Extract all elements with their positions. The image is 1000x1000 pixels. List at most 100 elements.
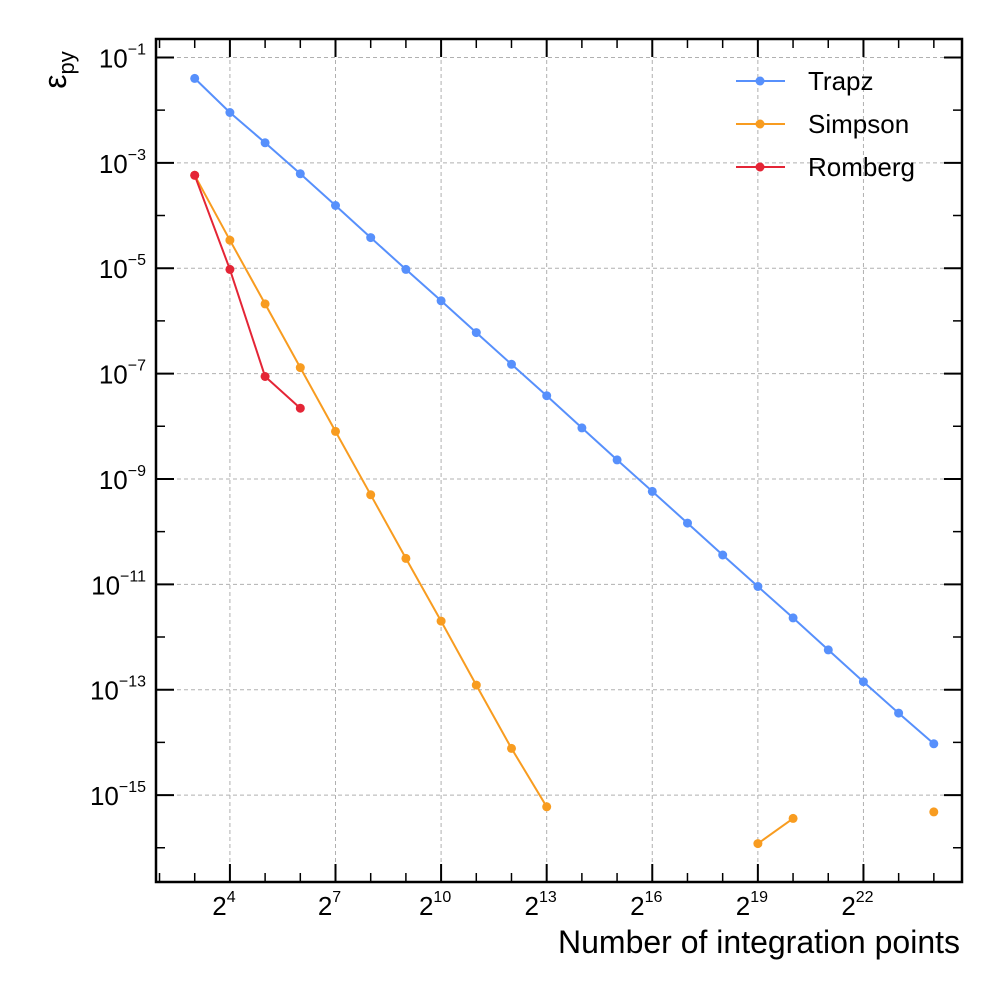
data-point (260, 299, 270, 309)
y-axis-title-main: ε (37, 74, 73, 88)
data-point (929, 807, 939, 817)
y-tick-base: 10 (99, 43, 128, 73)
data-point (788, 613, 798, 623)
legend-label: Romberg (808, 152, 915, 182)
legend-item-trapz: Trapz (736, 66, 874, 96)
data-point (260, 372, 270, 381)
x-tick-exponent: 13 (539, 889, 557, 906)
y-axis-title: εpy (37, 51, 79, 89)
data-point (647, 486, 657, 496)
y-axis-title-subscript: py (54, 51, 79, 74)
series-layer (190, 73, 939, 849)
data-point (225, 264, 235, 274)
data-point (331, 201, 340, 210)
x-tick-exponent: 16 (645, 889, 663, 906)
y-tick-exponent: −15 (119, 779, 146, 796)
series-line (757, 817, 794, 845)
data-point (612, 455, 622, 465)
series-trapz (190, 73, 939, 749)
y-tick-label: 10−1 (99, 41, 146, 73)
y-tick-exponent: −5 (128, 252, 146, 269)
y-tick-base: 10 (90, 676, 119, 706)
plot-frame (154, 37, 964, 884)
data-point (436, 296, 446, 306)
data-point (507, 743, 516, 753)
x-tick-exponent: 19 (750, 889, 768, 906)
data-point (753, 839, 763, 849)
x-tick-base: 2 (841, 891, 855, 921)
data-point (929, 739, 939, 749)
x-tick-label: 216 (630, 889, 662, 921)
data-point (507, 359, 516, 369)
x-tick-label: 222 (841, 889, 873, 921)
data-point (683, 518, 692, 528)
y-tick-exponent: −7 (128, 358, 146, 375)
data-point (190, 73, 200, 83)
data-point (260, 138, 270, 148)
x-tick-exponent: 10 (433, 889, 451, 906)
data-point (858, 677, 868, 687)
ticks (156, 39, 962, 882)
data-point (295, 363, 305, 373)
x-tick-base: 2 (525, 891, 539, 921)
y-tick-label: 10−11 (91, 568, 146, 600)
x-tick-label: 24 (212, 889, 235, 921)
legend-label: Trapz (808, 66, 874, 96)
y-tick-base: 10 (90, 781, 119, 811)
y-tick-base: 10 (91, 570, 120, 600)
y-tick-exponent: −13 (119, 674, 146, 691)
data-point (295, 169, 305, 179)
grid (156, 39, 962, 882)
series-romberg (190, 170, 305, 413)
y-tick-exponent: −1 (128, 41, 146, 58)
data-point (366, 233, 376, 243)
y-tick-base: 10 (99, 465, 128, 495)
data-point (225, 108, 235, 117)
data-point (577, 423, 587, 433)
data-point (823, 645, 833, 655)
y-tick-base: 10 (99, 360, 128, 390)
data-point (436, 616, 446, 626)
y-tick-exponent: −3 (128, 147, 146, 164)
legend-item-simpson: Simpson (736, 109, 909, 139)
x-tick-exponent: 4 (227, 889, 236, 906)
series-line (193, 174, 301, 409)
legend-swatch-marker (755, 119, 765, 129)
x-tick-base: 2 (419, 891, 433, 921)
y-tick-exponent: −9 (128, 463, 146, 480)
legend-label: Simpson (808, 109, 909, 139)
legend-swatch-marker (755, 76, 765, 86)
data-point (401, 553, 411, 563)
y-tick-label: 10−9 (99, 463, 146, 495)
y-tick-label: 10−15 (90, 779, 146, 811)
x-tick-label: 210 (419, 889, 451, 921)
series-simpson (190, 170, 939, 849)
data-point (718, 550, 728, 560)
y-tick-exponent: −11 (120, 568, 146, 585)
data-point (401, 264, 411, 274)
legend: Trapz Simpson Romberg (736, 66, 915, 182)
x-tick-base: 2 (736, 891, 750, 921)
data-point (331, 426, 340, 436)
x-tick-label: 213 (525, 889, 557, 921)
x-tick-base: 2 (630, 891, 644, 921)
x-axis-title: Number of integration points (558, 924, 960, 960)
data-point (542, 391, 552, 401)
y-tick-base: 10 (99, 254, 128, 284)
x-tick-label: 219 (736, 889, 768, 921)
y-tick-label: 10−3 (99, 147, 146, 179)
x-tick-exponent: 22 (856, 889, 874, 906)
y-tick-label: 10−5 (99, 252, 146, 284)
y-tick-label: 10−7 (99, 358, 146, 390)
x-tick-base: 2 (318, 891, 332, 921)
data-point (225, 235, 235, 245)
x-tick-exponent: 7 (332, 889, 341, 906)
y-tick-label: 10−13 (90, 674, 146, 706)
data-point (366, 490, 376, 500)
x-tick-base: 2 (212, 891, 226, 921)
y-tick-base: 10 (99, 149, 128, 179)
data-point (295, 403, 305, 413)
data-point (542, 802, 552, 812)
data-point (190, 170, 200, 180)
